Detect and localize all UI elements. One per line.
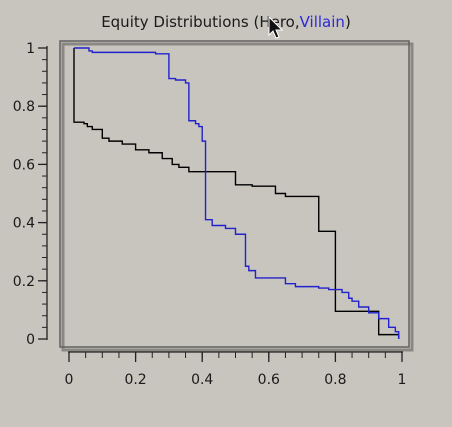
y-axis: 0 0.2 0.4 0.6 0.8 1 bbox=[13, 41, 48, 348]
y-tick-label: 0.4 bbox=[13, 216, 35, 232]
y-tick-label: 0.8 bbox=[13, 99, 35, 115]
y-tick-label: 0 bbox=[26, 332, 35, 348]
chart-title-villain: Villain bbox=[299, 13, 345, 31]
series-line-hero bbox=[73, 48, 400, 339]
x-tick-label: 0.8 bbox=[324, 372, 346, 388]
x-tick-label: 0 bbox=[65, 372, 74, 388]
x-axis: 0 0.2 0.4 0.6 0.8 1 bbox=[65, 351, 407, 388]
chart-title: Equity Distributions (Hero,Villain) bbox=[0, 13, 452, 31]
y-tick-label: 1 bbox=[26, 41, 35, 57]
y-tick-label: 0.6 bbox=[13, 157, 35, 173]
x-tick-label: 0.6 bbox=[258, 372, 280, 388]
chart-title-hero: Equity Distributions (Hero, bbox=[101, 13, 300, 31]
y-tick-label: 0.2 bbox=[13, 274, 35, 290]
series-layer bbox=[73, 47, 400, 339]
series-line-villain bbox=[73, 47, 400, 339]
chart-title-suffix: ) bbox=[344, 13, 351, 31]
mouse-pointer-icon bbox=[268, 16, 284, 39]
x-tick-label: 0.4 bbox=[191, 372, 213, 388]
x-tick-label: 1 bbox=[398, 372, 407, 388]
x-tick-label: 0.2 bbox=[124, 372, 146, 388]
plot-frame-shadow bbox=[61, 42, 414, 352]
plot-frame bbox=[59, 40, 410, 348]
